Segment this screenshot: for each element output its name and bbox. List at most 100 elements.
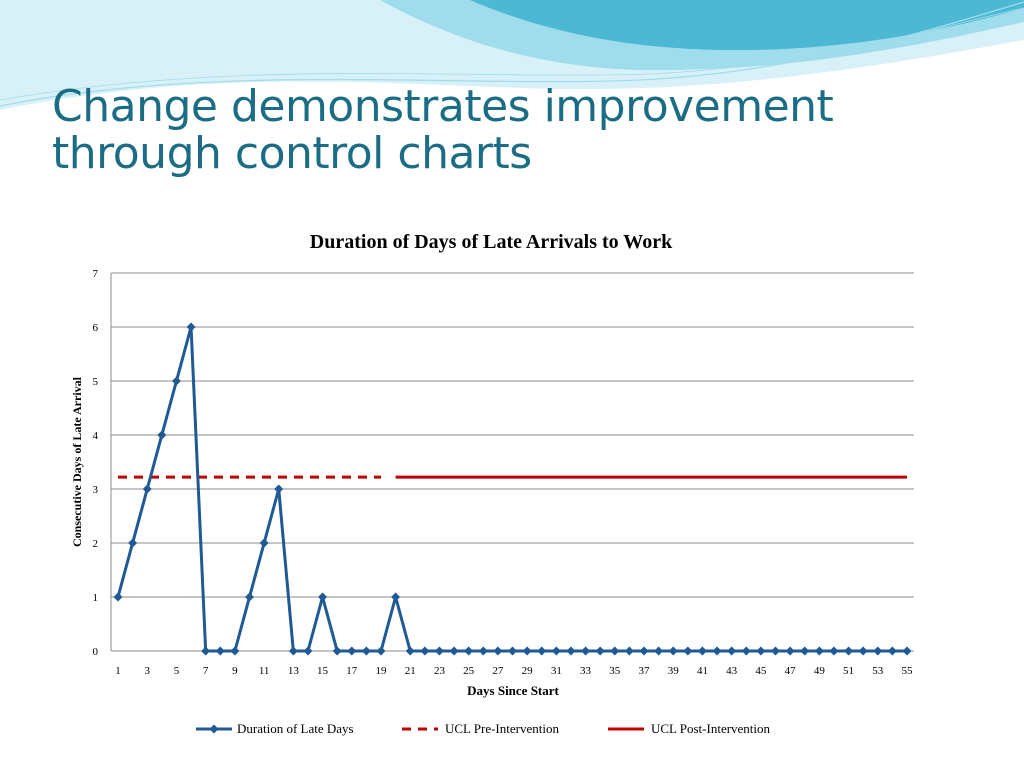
data-point-marker <box>654 646 664 656</box>
data-point-marker <box>537 646 547 656</box>
y-axis-label: Consecutive Days of Late Arrival <box>70 376 84 547</box>
x-tick-label: 35 <box>609 665 621 677</box>
x-tick-label: 51 <box>843 665 854 677</box>
data-point-marker <box>493 646 503 656</box>
data-point-marker <box>683 646 693 656</box>
y-tick-label: 0 <box>93 646 99 658</box>
data-point-marker <box>697 646 707 656</box>
data-point-marker <box>361 646 371 656</box>
data-point-marker <box>522 646 532 656</box>
x-tick-label: 27 <box>492 665 504 677</box>
data-point-marker <box>800 646 810 656</box>
data-point-marker <box>464 646 474 656</box>
data-point-marker <box>887 646 897 656</box>
data-point-marker <box>814 646 824 656</box>
data-point-marker <box>332 646 342 656</box>
x-tick-label: 29 <box>522 665 534 677</box>
data-point-marker <box>318 592 328 602</box>
x-tick-label: 7 <box>203 665 209 677</box>
data-point-marker <box>230 646 240 656</box>
x-axis-tick-labels: 1 3 5 7 9 11 13 15 17 19 21 23 25 27 29 31 33 35 37 39 41 43 4… <box>115 665 913 677</box>
data-point-marker <box>142 484 152 494</box>
x-tick-label: 1 <box>115 665 121 677</box>
data-point-marker <box>171 376 181 386</box>
data-point-marker <box>128 538 138 548</box>
wave-dark <box>470 0 1024 51</box>
data-point-marker <box>873 646 883 656</box>
x-tick-label: 17 <box>346 665 358 677</box>
wave-stroke-2 <box>0 7 1024 101</box>
data-point-marker <box>245 592 254 602</box>
y-tick-label: 3 <box>93 484 99 496</box>
data-point-marker <box>113 592 123 602</box>
data-point-marker <box>434 646 444 656</box>
data-point-marker <box>610 646 620 656</box>
data-point-marker <box>595 646 605 656</box>
x-tick-label: 23 <box>434 665 446 677</box>
x-tick-label: 39 <box>668 665 680 677</box>
x-tick-label: 21 <box>405 665 416 677</box>
x-tick-label: 31 <box>551 665 562 677</box>
x-axis-label: Days Since Start <box>467 683 559 698</box>
data-point-marker <box>215 646 225 656</box>
x-tick-label: 37 <box>639 665 651 677</box>
data-point-marker <box>785 646 795 656</box>
x-tick-label: 15 <box>317 665 329 677</box>
y-axis-tick-labels: 0 1 2 3 4 5 6 7 <box>93 268 99 658</box>
data-point-marker <box>844 646 854 656</box>
x-tick-label: 19 <box>376 665 388 677</box>
legend-marker <box>209 724 219 734</box>
x-tick-label: 13 <box>288 665 300 677</box>
y-tick-label: 5 <box>93 376 99 388</box>
x-tick-label: 3 <box>144 665 150 677</box>
data-point-marker <box>405 646 415 656</box>
chart-legend: Duration of Late Days UCL Pre-Interventio… <box>196 721 771 736</box>
data-point-marker <box>449 646 459 656</box>
data-point-marker <box>391 592 401 602</box>
data-point-marker <box>741 646 751 656</box>
x-tick-label: 9 <box>232 665 238 677</box>
data-point-marker <box>902 646 912 656</box>
y-tick-label: 2 <box>93 538 99 550</box>
y-tick-label: 4 <box>93 430 99 442</box>
x-tick-label: 11 <box>259 665 270 677</box>
series-duration-of-late-days <box>113 322 912 656</box>
data-point-marker <box>858 646 868 656</box>
legend-label: Duration of Late Days <box>237 721 354 736</box>
data-point-marker <box>829 646 839 656</box>
chart-gridlines <box>111 272 914 652</box>
x-tick-label: 49 <box>814 665 826 677</box>
x-tick-label: 5 <box>174 665 180 677</box>
data-point-marker <box>581 646 591 656</box>
header-wave-decoration <box>0 0 1024 110</box>
data-point-marker <box>303 646 313 656</box>
data-point-marker <box>157 430 167 440</box>
x-tick-label: 47 <box>785 665 797 677</box>
data-point-marker <box>420 646 430 656</box>
y-tick-label: 1 <box>93 592 99 604</box>
data-point-marker <box>551 646 561 656</box>
x-tick-label: 53 <box>872 665 884 677</box>
x-tick-label: 43 <box>726 665 738 677</box>
data-point-marker <box>727 646 737 656</box>
data-point-marker <box>712 646 722 656</box>
data-point-marker <box>639 646 649 656</box>
data-point-marker <box>376 646 386 656</box>
legend-label: UCL Pre-Intervention <box>445 721 559 736</box>
data-point-marker <box>508 646 517 656</box>
data-point-marker <box>668 646 678 656</box>
x-tick-label: 41 <box>697 665 708 677</box>
data-point-marker <box>288 646 298 656</box>
x-tick-label: 55 <box>902 665 914 677</box>
x-tick-label: 33 <box>580 665 592 677</box>
data-point-marker <box>201 646 211 656</box>
data-point-marker <box>259 538 269 548</box>
data-point-marker <box>624 646 634 656</box>
chart-title: Duration of Days of Late Arrivals to Wor… <box>310 231 673 253</box>
data-point-marker <box>347 646 357 656</box>
data-point-marker <box>274 484 284 494</box>
data-point-marker <box>566 646 576 656</box>
data-point-marker <box>478 646 488 656</box>
data-point-marker <box>771 646 780 656</box>
